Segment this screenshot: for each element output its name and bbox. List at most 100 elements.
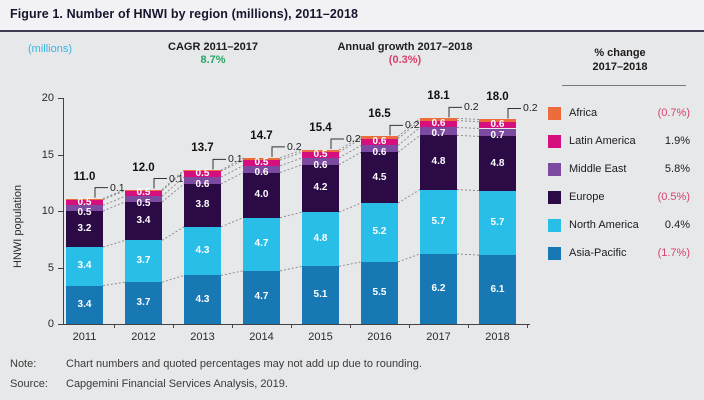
y-tick-label: 15: [41, 148, 54, 161]
connector-lines: [94, 106, 521, 287]
x-tick-label: 2014: [249, 331, 274, 343]
legend-label: Latin America: [569, 135, 636, 147]
bar-segment-value: 0.5: [195, 168, 210, 180]
note-row: Note: Chart numbers and quoted percentage…: [10, 358, 422, 370]
bar-total-label: 13.7: [191, 142, 214, 155]
legend-label: North America: [569, 219, 639, 231]
legend-swatch: [548, 218, 561, 232]
callout-label: 0.2: [346, 132, 361, 145]
bar-segment-value: 0.5: [77, 196, 92, 208]
bar-segment-value: 0.5: [77, 207, 92, 219]
connector-line: [161, 169, 185, 190]
bar-segment-value: 4.8: [313, 233, 328, 245]
x-tick-mark: [232, 324, 233, 328]
bar-segment-value: 3.4: [77, 298, 92, 310]
bar-segment: [125, 240, 162, 283]
bar-segment: [125, 282, 162, 324]
bar-segment: [66, 247, 103, 286]
callout-line: [330, 138, 344, 149]
legend-change-value: 1.9%: [664, 135, 690, 147]
x-tick-label: 2018: [485, 331, 510, 343]
y-tick-mark: [58, 211, 63, 212]
connector-line: [338, 135, 362, 151]
bar-segment-value: 0.6: [372, 136, 387, 148]
connector-line: [397, 189, 421, 204]
connector-line: [279, 151, 303, 161]
bar-segment: [302, 149, 339, 153]
legend-row: Middle East 5.8%: [540, 155, 700, 183]
connector-line: [397, 253, 421, 263]
connector-line: [161, 226, 185, 241]
connector-line: [220, 217, 244, 228]
connector-line: [456, 117, 480, 120]
bar-segment-value: 4.2: [313, 182, 328, 194]
bar-segment: [479, 128, 516, 137]
bar-segment: [184, 177, 221, 184]
legend-row: Asia-Pacific (1.7%): [540, 239, 700, 267]
bar-segment-value: 4.7: [254, 291, 269, 303]
bar-segment: [125, 201, 162, 241]
bar-segment-value: 4.5: [372, 171, 387, 183]
connector-line: [220, 165, 244, 178]
bar-total-label: 15.4: [309, 121, 332, 134]
callout-line: [389, 124, 403, 136]
bar-segment: [420, 189, 457, 254]
bar-segment-value: 0.6: [195, 178, 210, 190]
connector-line: [456, 253, 480, 256]
bar-segment: [184, 226, 221, 276]
connector-line: [338, 145, 362, 159]
x-tick-mark: [114, 324, 115, 328]
note-label: Note:: [10, 358, 37, 370]
callout-line: [271, 146, 285, 157]
bar-segment: [361, 203, 398, 262]
bar-segment-value: 4.3: [195, 293, 210, 305]
bar-segment: [361, 138, 398, 146]
figure-title: Figure 1. Number of HNWI by region (mill…: [10, 7, 359, 21]
connector-line: [279, 164, 303, 174]
chart-canvas: HNWI population 0 5 10 15 20 0.5 0.5 3.2 3.4 3.4 1…: [0, 88, 540, 360]
callout-line: [212, 158, 226, 170]
bar-total-label: 12.0: [132, 161, 155, 174]
bar-segment: [66, 205, 103, 211]
x-tick-label: 2015: [308, 331, 333, 343]
connector-line: [102, 201, 126, 212]
note-text: Chart numbers and quoted percentages may…: [66, 358, 422, 370]
bar-segment-value: 5.5: [372, 286, 387, 298]
x-tick-label: 2013: [190, 331, 215, 343]
bar-segment-value: 6.2: [431, 282, 446, 294]
bar-segment: [184, 275, 221, 324]
connector-line: [456, 120, 480, 123]
bar-segment-value: 0.6: [490, 119, 505, 131]
legend-row: North America 0.4%: [540, 211, 700, 239]
connector-line: [220, 270, 244, 276]
connector-line: [338, 261, 362, 267]
bar-segment: [420, 127, 457, 136]
connector-line: [456, 126, 480, 130]
bar-segment: [125, 189, 162, 191]
title-bar: Figure 1. Number of HNWI by region (mill…: [0, 0, 704, 30]
x-tick-label: 2011: [72, 331, 97, 343]
connector-line: [102, 195, 126, 206]
legend-swatch: [548, 190, 561, 204]
bar-segment: [479, 190, 516, 256]
bar-segment: [361, 152, 398, 204]
bar-segment-value: 3.8: [195, 199, 210, 211]
legend-change-value: (0.7%): [657, 107, 690, 119]
bar-segment: [361, 136, 398, 139]
bar-segment-value: 0.7: [431, 128, 446, 140]
bar-segment-value: 0.7: [490, 129, 505, 141]
title-divider: [0, 30, 704, 32]
legend-rows: Africa (0.7%) Latin America 1.9% Middle East…: [540, 99, 700, 267]
bar-segment-value: 5.1: [313, 289, 328, 301]
bar-segment: [302, 266, 339, 324]
callout-label: 0.1: [110, 181, 125, 194]
bar-segment-value: 0.5: [136, 197, 151, 209]
bar-segment-value: 5.2: [372, 226, 387, 238]
x-tick-mark: [173, 324, 174, 328]
y-axis-line: [63, 98, 64, 324]
legend-change-value: 5.8%: [664, 163, 690, 175]
bar-segment: [302, 212, 339, 267]
bar-segment: [479, 121, 516, 129]
x-tick-label: 2016: [367, 331, 392, 343]
bar-segment-value: 3.4: [136, 215, 151, 227]
